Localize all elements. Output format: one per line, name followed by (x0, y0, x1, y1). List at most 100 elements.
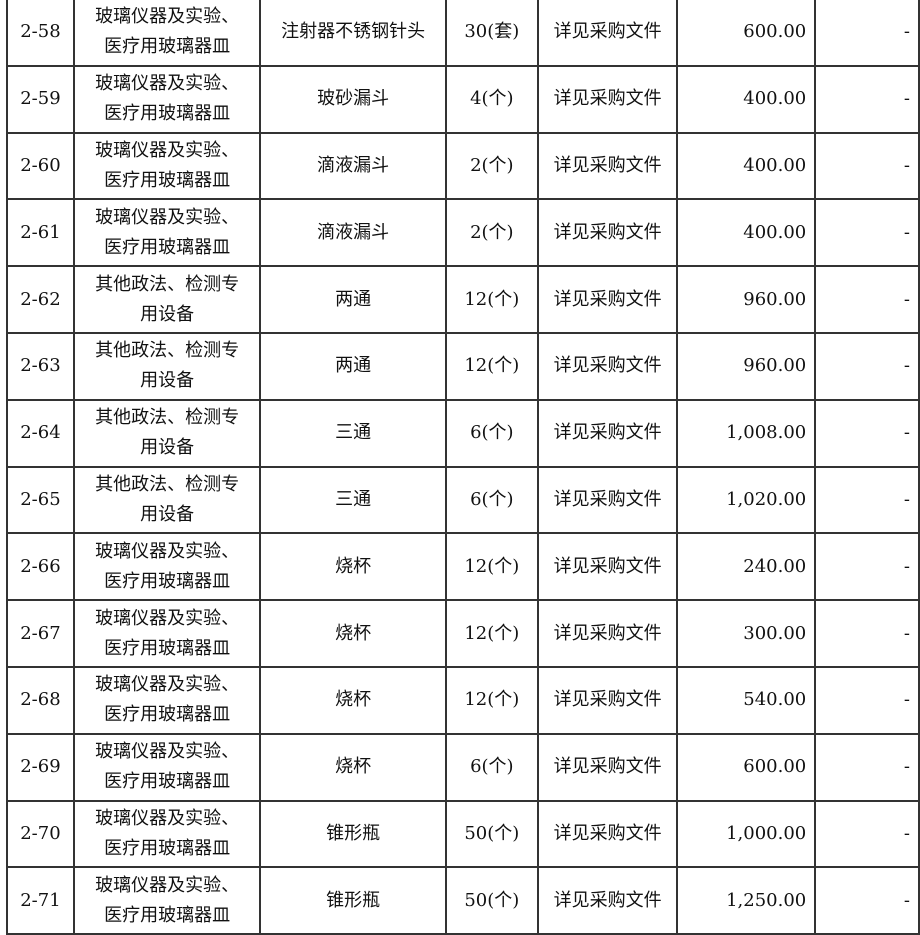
quantity-cell: 30(套) (444, 0, 539, 67)
quantity-cell: 2(个) (444, 131, 539, 201)
category-line-1: 玻璃仪器及实验、 (95, 139, 240, 161)
category-text: 玻璃仪器及实验、 医疗用玻璃器皿 (95, 136, 239, 196)
specification-cell: 详见采购文件 (536, 0, 679, 67)
item-name-cell: 两通 (259, 331, 447, 401)
item-number-cell: 2-61 (6, 198, 75, 268)
quantity-cell: 12(个) (444, 665, 539, 735)
quantity-cell: 6(个) (444, 465, 539, 535)
budget-price-cell: 400.00 (676, 131, 817, 201)
quantity-cell: 6(个) (444, 732, 539, 802)
item-name-cell: 玻砂漏斗 (259, 64, 447, 134)
quantity-cell: 50(个) (444, 866, 539, 935)
table-row: 2-59 玻璃仪器及实验、 医疗用玻璃器皿 玻砂漏斗 4(个) 详见采购文件 400.00- (6, 64, 920, 134)
note-cell: - (814, 665, 920, 735)
item-number-cell: 2-70 (6, 799, 75, 869)
item-name-cell: 两通 (259, 265, 447, 334)
item-number-cell: 2-67 (6, 599, 75, 668)
item-number-cell: 2-65 (6, 465, 75, 535)
item-number-cell: 2-58 (6, 0, 75, 67)
category-line-1: 玻璃仪器及实验、 (95, 674, 240, 696)
category-line-1: 其他政法、检测专 (95, 340, 240, 362)
specification-cell: 详见采购文件 (536, 799, 679, 869)
category-text: 其他政法、检测专 用设备 (95, 270, 239, 330)
table-row: 2-58 玻璃仪器及实验、 医疗用玻璃器皿 注射器不锈钢针头 30(套) 详见采购文件 60… (6, 0, 920, 67)
item-number-cell: 2-63 (6, 331, 75, 401)
category-line-1: 玻璃仪器及实验、 (95, 6, 240, 28)
category-text: 玻璃仪器及实验、 医疗用玻璃器皿 (95, 604, 239, 664)
item-number-cell: 2-59 (6, 64, 75, 134)
note-cell: - (814, 465, 920, 535)
item-number-cell: 2-64 (6, 398, 75, 468)
budget-price-cell: 600.00 (676, 732, 817, 802)
quantity-cell: 6(个) (444, 398, 539, 468)
note-cell: - (814, 64, 920, 134)
budget-price-cell: 540.00 (676, 665, 817, 735)
specification-cell: 详见采购文件 (536, 131, 679, 201)
category-cell: 其他政法、检测专 用设备 (72, 265, 262, 334)
category-line-1: 其他政法、检测专 (95, 473, 240, 495)
category-cell: 玻璃仪器及实验、 医疗用玻璃器皿 (72, 64, 262, 134)
category-line-1: 玻璃仪器及实验、 (95, 540, 240, 562)
budget-price-cell: 960.00 (676, 265, 817, 334)
category-line-2: 医疗用玻璃器皿 (104, 103, 231, 125)
item-name-cell: 锥形瓶 (259, 866, 447, 935)
item-number-cell: 2-68 (6, 665, 75, 735)
category-cell: 玻璃仪器及实验、 医疗用玻璃器皿 (72, 799, 262, 869)
item-name-cell: 烧杯 (259, 732, 447, 802)
specification-cell: 详见采购文件 (536, 665, 679, 735)
item-name-cell: 三通 (259, 465, 447, 535)
item-name-cell: 滴液漏斗 (259, 198, 447, 268)
item-name-cell: 锥形瓶 (259, 799, 447, 869)
category-line-1: 玻璃仪器及实验、 (95, 607, 240, 629)
category-line-2: 医疗用玻璃器皿 (104, 704, 231, 726)
category-text: 玻璃仪器及实验、 医疗用玻璃器皿 (95, 871, 239, 931)
table-row: 2-69 玻璃仪器及实验、 医疗用玻璃器皿 烧杯 6(个) 详见采购文件 600.00- (6, 732, 920, 802)
quantity-cell: 12(个) (444, 331, 539, 401)
specification-cell: 详见采购文件 (536, 532, 679, 602)
table-row: 2-70 玻璃仪器及实验、 医疗用玻璃器皿 锥形瓶 50(个) 详见采购文件 1,000.0… (6, 799, 920, 869)
specification-cell: 详见采购文件 (536, 465, 679, 535)
category-text: 玻璃仪器及实验、 医疗用玻璃器皿 (95, 737, 239, 797)
quantity-cell: 4(个) (444, 64, 539, 134)
budget-price-cell: 960.00 (676, 331, 817, 401)
category-text: 玻璃仪器及实验、 医疗用玻璃器皿 (95, 804, 239, 864)
table-row: 2-60 玻璃仪器及实验、 医疗用玻璃器皿 滴液漏斗 2(个) 详见采购文件 400.00- (6, 131, 920, 201)
category-cell: 玻璃仪器及实验、 医疗用玻璃器皿 (72, 198, 262, 268)
category-line-2: 用设备 (140, 370, 195, 392)
budget-price-cell: 240.00 (676, 532, 817, 602)
category-line-1: 其他政法、检测专 (95, 407, 240, 429)
specification-cell: 详见采购文件 (536, 331, 679, 401)
table-row: 2-63 其他政法、检测专 用设备 两通 12(个) 详见采购文件 960.00- (6, 331, 920, 401)
item-name-cell: 三通 (259, 398, 447, 468)
item-name-cell: 烧杯 (259, 665, 447, 735)
category-line-1: 玻璃仪器及实验、 (95, 206, 240, 228)
quantity-cell: 12(个) (444, 599, 539, 668)
quantity-cell: 50(个) (444, 799, 539, 869)
category-text: 玻璃仪器及实验、 医疗用玻璃器皿 (95, 670, 239, 730)
table-row: 2-68 玻璃仪器及实验、 医疗用玻璃器皿 烧杯 12(个) 详见采购文件 540.00- (6, 665, 920, 735)
budget-price-cell: 300.00 (676, 599, 817, 668)
category-line-1: 玻璃仪器及实验、 (95, 807, 240, 829)
note-cell: - (814, 799, 920, 869)
note-cell: - (814, 866, 920, 935)
budget-price-cell: 1,020.00 (676, 465, 817, 535)
category-text: 其他政法、检测专 用设备 (95, 336, 239, 396)
category-line-1: 其他政法、检测专 (95, 273, 240, 295)
category-line-2: 医疗用玻璃器皿 (104, 904, 231, 926)
category-cell: 其他政法、检测专 用设备 (72, 331, 262, 401)
item-name-cell: 烧杯 (259, 532, 447, 602)
note-cell: - (814, 0, 920, 67)
category-text: 其他政法、检测专 用设备 (95, 403, 239, 463)
category-line-1: 玻璃仪器及实验、 (95, 73, 240, 95)
category-line-2: 用设备 (140, 303, 195, 325)
category-text: 其他政法、检测专 用设备 (95, 470, 239, 530)
budget-price-cell: 600.00 (676, 0, 817, 67)
category-cell: 玻璃仪器及实验、 医疗用玻璃器皿 (72, 599, 262, 668)
category-text: 玻璃仪器及实验、 医疗用玻璃器皿 (95, 537, 239, 597)
specification-cell: 详见采购文件 (536, 732, 679, 802)
category-text: 玻璃仪器及实验、 医疗用玻璃器皿 (95, 203, 239, 263)
table-row: 2-71 玻璃仪器及实验、 医疗用玻璃器皿 锥形瓶 50(个) 详见采购文件 1,250.0… (6, 866, 920, 935)
item-number-cell: 2-60 (6, 131, 75, 201)
specification-cell: 详见采购文件 (536, 64, 679, 134)
table-row: 2-62 其他政法、检测专 用设备 两通 12(个) 详见采购文件 960.00- (6, 265, 920, 334)
